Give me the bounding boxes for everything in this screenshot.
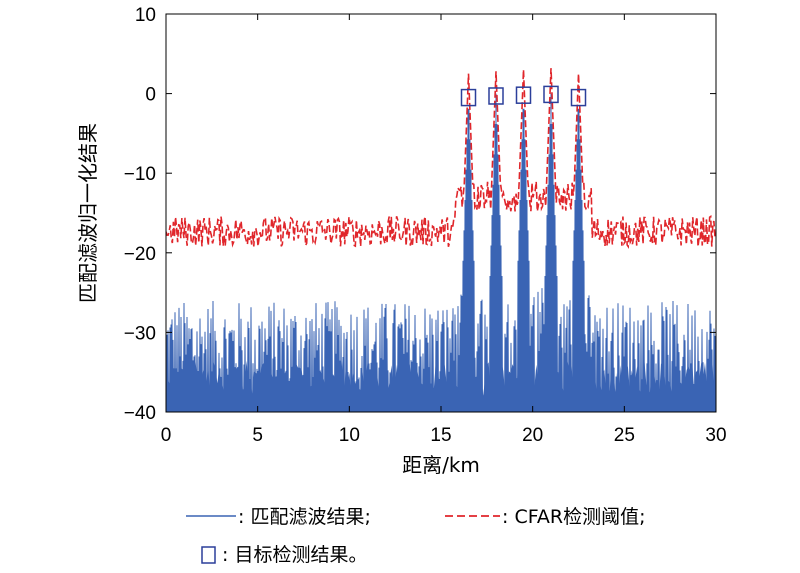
y-tick-label: −20 (124, 244, 156, 265)
legend-matched-filter-label: : 匹配滤波结果; (238, 506, 371, 528)
x-tick-label: 0 (161, 425, 172, 446)
y-tick-label: 10 (135, 5, 156, 26)
legend-cfar-label: : CFAR检测阈值; (502, 506, 646, 528)
legend-target-marker (201, 546, 216, 564)
target-detection-marker (460, 88, 477, 107)
y-tick-label: −40 (124, 403, 156, 424)
x-tick-label: 15 (430, 425, 451, 446)
x-axis-title: 距离/km (402, 453, 480, 477)
x-tick-label: 30 (705, 425, 726, 446)
y-axis-title: 匹配滤波归一化结果 (76, 123, 100, 303)
y-tick-label: −10 (124, 164, 156, 185)
target-detection-marker (543, 85, 559, 104)
matched-filter-series-line (166, 93, 716, 412)
series-layer (166, 68, 716, 412)
cfar-threshold-series-line (166, 68, 716, 249)
x-tick-label: 20 (522, 425, 543, 446)
target-detection-markers (460, 85, 587, 107)
y-tick-label: −30 (124, 323, 156, 344)
target-detection-marker (515, 86, 532, 104)
legend-target-label: : 目标检测结果。 (222, 544, 367, 566)
x-tick-label: 5 (252, 425, 263, 446)
legend: : 匹配滤波结果; : CFAR检测阈值; : 目标检测结果。 (186, 506, 646, 566)
tick-marks (165, 13, 717, 413)
y-tick-label: 0 (145, 85, 156, 106)
y-tick-labels: 10 0 −10 −20 −30 −40 (124, 5, 156, 424)
x-tick-label: 10 (339, 425, 360, 446)
target-detection-marker (488, 87, 504, 105)
x-tick-label: 25 (614, 425, 635, 446)
x-tick-labels: 0 5 10 15 20 25 30 (161, 425, 727, 446)
target-detection-marker (570, 88, 587, 107)
